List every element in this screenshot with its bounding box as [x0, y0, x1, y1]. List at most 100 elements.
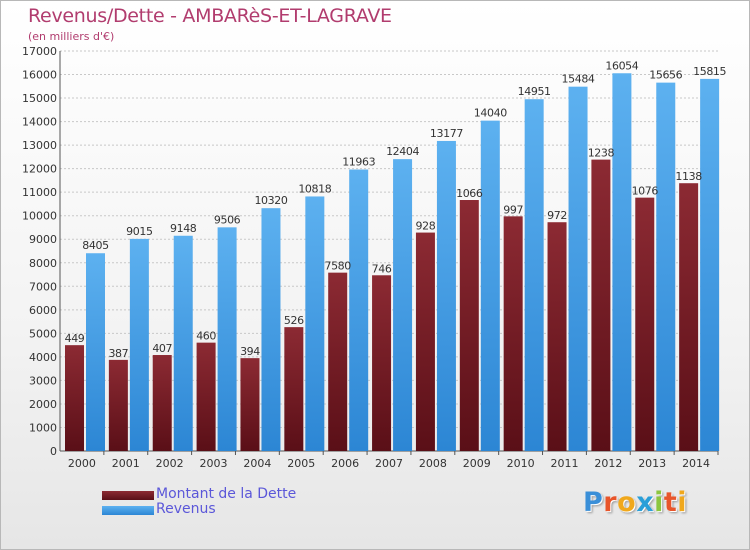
y-tick-label: 9000 — [29, 233, 57, 246]
data-label-revenus: 12404 — [386, 145, 419, 158]
chart-subtitle: (en milliers d'€) — [28, 30, 115, 43]
y-tick-label: 1000 — [29, 421, 57, 434]
axis-layer: 0 1000 2000 3000 4000 5000 6000 7000 8000 9000 100… — [22, 45, 719, 470]
y-tick-label: 2000 — [29, 398, 57, 411]
x-tick-label: 2008 — [419, 457, 447, 470]
y-tick-label: 6000 — [29, 304, 57, 317]
data-label-revenus: 14951 — [518, 85, 551, 98]
bar-revenus — [217, 227, 237, 451]
data-label-revenus: 10818 — [298, 182, 331, 195]
x-tick-label: 2002 — [156, 457, 184, 470]
bar-dette — [635, 197, 655, 451]
x-tick-label: 2000 — [68, 457, 96, 470]
data-label-revenus: 11963 — [342, 156, 375, 169]
bar-revenus — [568, 86, 588, 451]
bar-revenus — [173, 235, 193, 451]
data-label-revenus: 9506 — [214, 213, 241, 226]
data-label-dette: 928 — [416, 220, 436, 233]
data-label-dette: 387 — [108, 347, 128, 360]
bar-revenus — [700, 78, 720, 451]
data-label-revenus: 9148 — [170, 222, 197, 235]
data-label-dette: 449 — [65, 332, 85, 345]
x-tick-label: 2003 — [200, 457, 228, 470]
y-tick-label: 5000 — [29, 327, 57, 340]
data-label-dette: 526 — [284, 314, 304, 327]
bar-revenus — [656, 82, 676, 451]
bar-dette — [240, 358, 260, 451]
y-tick-label: 15000 — [22, 92, 57, 105]
legend-label-revenus: Revenus — [156, 501, 216, 517]
y-tick-label: 13000 — [22, 139, 57, 152]
bar-revenus — [129, 238, 149, 451]
data-label-revenus: 15815 — [693, 65, 726, 78]
data-label-dette: 7580 — [324, 260, 351, 273]
bar-dette — [328, 272, 348, 451]
bar-revenus — [480, 120, 500, 451]
bar-dette — [415, 232, 435, 451]
data-label-revenus: 8405 — [82, 239, 109, 252]
y-tick-label: 4000 — [29, 351, 57, 364]
data-label-dette: 407 — [152, 342, 172, 355]
data-label-revenus: 15656 — [649, 69, 682, 82]
data-label-revenus: 9015 — [126, 225, 153, 238]
legend-label-dette: Montant de la Dette — [156, 486, 297, 502]
data-label-dette: 972 — [547, 209, 567, 222]
bar-revenus — [86, 253, 105, 451]
bar-dette — [196, 342, 216, 451]
y-tick-label: 12000 — [22, 163, 57, 176]
y-tick-label: 17000 — [22, 45, 57, 58]
y-tick-label: 0 — [50, 445, 57, 458]
data-label-dette: 1066 — [456, 187, 483, 200]
x-tick-label: 2004 — [243, 457, 271, 470]
label-layer: 449 8405 387 9015 407 9148 460 9506 394 10320 526 1… — [65, 59, 727, 360]
bar-dette — [65, 345, 84, 451]
bar-revenus — [349, 169, 369, 452]
bar-revenus — [261, 208, 281, 451]
chart-title: Revenus/Dette - AMBARèS-ET-LAGRAVE — [28, 5, 392, 27]
data-label-dette: 460 — [196, 330, 216, 343]
data-label-revenus: 13177 — [430, 127, 463, 140]
data-label-dette: 746 — [372, 262, 392, 275]
x-tick-label: 2014 — [682, 457, 710, 470]
bar-revenus — [393, 159, 413, 451]
bar-dette — [459, 200, 479, 451]
data-label-dette: 394 — [240, 345, 260, 358]
bar-dette — [284, 327, 304, 451]
y-tick-label: 14000 — [22, 116, 57, 129]
data-label-dette: 997 — [503, 203, 523, 216]
x-tick-label: 2006 — [331, 457, 359, 470]
x-tick-label: 2013 — [638, 457, 666, 470]
legend-swatch-dette — [102, 491, 154, 500]
bar-dette — [679, 183, 699, 451]
bar-layer — [65, 73, 720, 452]
bar-dette — [591, 159, 611, 452]
x-tick-label: 2007 — [375, 457, 403, 470]
y-tick-label: 11000 — [22, 186, 57, 199]
data-label-revenus: 14040 — [474, 107, 507, 120]
data-label-revenus: 15484 — [562, 73, 595, 86]
data-label-dette: 1076 — [632, 185, 659, 198]
x-tick-label: 2012 — [594, 457, 622, 470]
x-tick-label: 2001 — [112, 457, 140, 470]
y-tick-label: 8000 — [29, 257, 57, 270]
y-tick-label: 16000 — [22, 69, 57, 82]
bar-dette — [152, 355, 172, 451]
bar-dette — [372, 275, 392, 451]
bar-revenus — [305, 196, 325, 451]
y-tick-label: 10000 — [22, 210, 57, 223]
bar-revenus — [436, 140, 456, 451]
bar-dette — [547, 222, 567, 451]
bar-dette — [108, 359, 128, 451]
proxiti-logo: Proxiti — [583, 487, 688, 518]
legend-swatch-revenus — [102, 506, 154, 515]
y-tick-label: 7000 — [29, 280, 57, 293]
data-label-dette: 1138 — [675, 170, 702, 183]
data-label-dette: 1238 — [588, 147, 615, 160]
y-tick-label: 3000 — [29, 374, 57, 387]
x-tick-label: 2011 — [550, 457, 578, 470]
bar-dette — [503, 216, 523, 451]
data-label-revenus: 10320 — [254, 194, 287, 207]
x-tick-label: 2005 — [287, 457, 315, 470]
